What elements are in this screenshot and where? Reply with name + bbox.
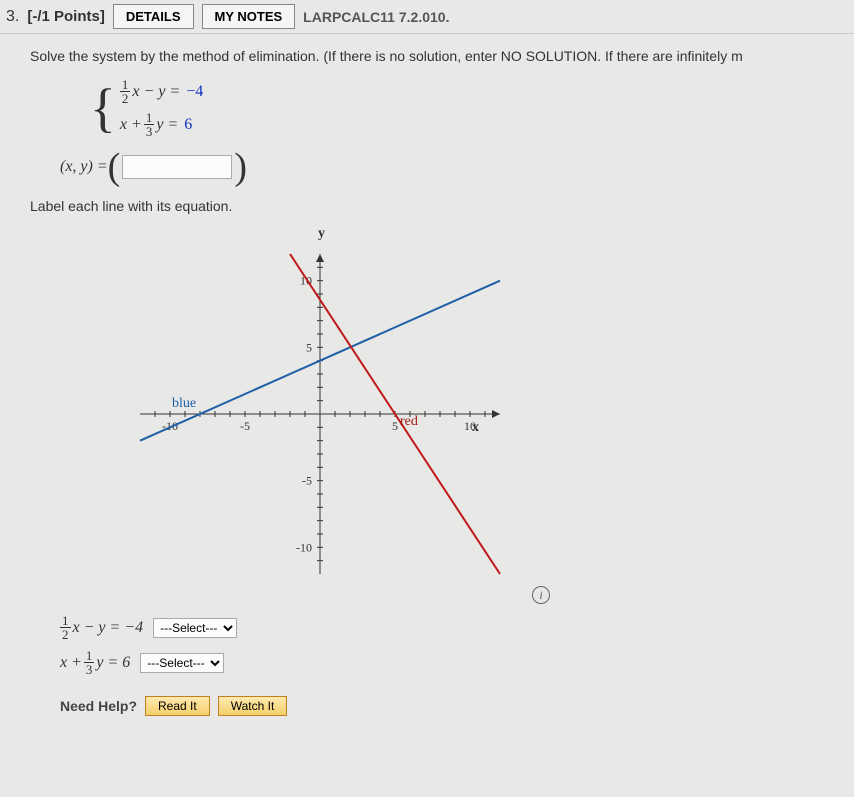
my-notes-button[interactable]: MY NOTES xyxy=(202,4,296,29)
read-it-button[interactable]: Read It xyxy=(145,696,210,716)
answer-row: (x, y) = ( ) xyxy=(60,152,824,182)
svg-text:-10: -10 xyxy=(296,540,312,554)
equation-1: 12 x − y = −4 xyxy=(120,78,203,105)
watch-it-button[interactable]: Watch It xyxy=(218,696,288,716)
y-axis-label: y xyxy=(318,226,325,242)
points-label: [-/1 Points] xyxy=(27,8,105,25)
equation-2: x + 13 y = 6 xyxy=(120,111,203,138)
svg-text:-5: -5 xyxy=(240,419,250,433)
paren-close-icon: ) xyxy=(234,152,247,182)
brace-icon: { xyxy=(90,81,116,135)
eq1-line-select[interactable]: ---Select--- xyxy=(153,618,237,638)
question-header: 3. [-/1 Points] DETAILS MY NOTES LARPCAL… xyxy=(0,0,854,34)
details-button[interactable]: DETAILS xyxy=(113,4,194,29)
system-of-equations: { 12 x − y = −4 x + 13 y = 6 xyxy=(90,78,824,138)
graph-svg: -10-5510105-5-10 xyxy=(110,224,530,604)
info-icon[interactable]: i xyxy=(532,586,550,604)
need-help-row: Need Help? Read It Watch It xyxy=(60,696,824,716)
assignment-id: LARPCALC11 7.2.010. xyxy=(303,9,449,25)
label-select-row-2: x + 13 y = 6 ---Select--- xyxy=(60,649,824,676)
question-prompt: Solve the system by the method of elimin… xyxy=(30,48,824,64)
question-body: Solve the system by the method of elimin… xyxy=(0,34,854,726)
graph: -10-5510105-5-10 blue red y x i xyxy=(110,224,530,604)
paren-open-icon: ( xyxy=(108,152,121,182)
svg-text:5: 5 xyxy=(392,419,398,433)
svg-text:5: 5 xyxy=(306,340,312,354)
xy-label: (x, y) = xyxy=(60,158,108,176)
label-prompt: Label each line with its equation. xyxy=(30,198,824,214)
solution-input[interactable] xyxy=(122,155,232,179)
question-number: 3. xyxy=(6,8,19,26)
label-select-row-1: 12 x − y = −4 ---Select--- xyxy=(60,614,824,641)
eq2-line-select[interactable]: ---Select--- xyxy=(140,653,224,673)
red-line-label: red xyxy=(400,414,418,430)
blue-line-label: blue xyxy=(172,396,196,412)
svg-text:-5: -5 xyxy=(302,474,312,488)
x-axis-label: x xyxy=(472,420,479,436)
need-help-label: Need Help? xyxy=(60,698,137,714)
